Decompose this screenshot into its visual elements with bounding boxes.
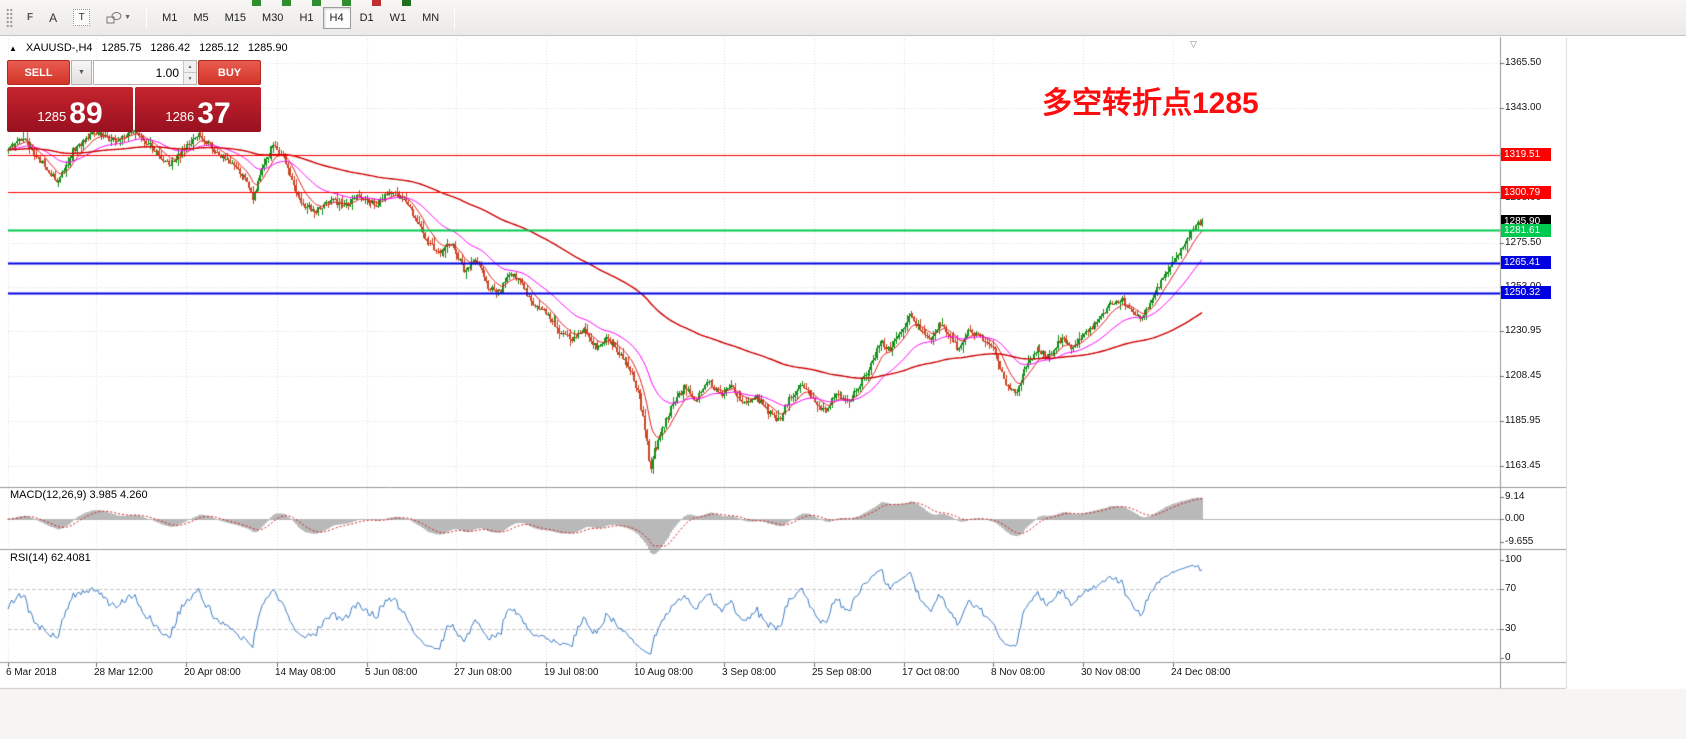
timeframe-m15[interactable]: M15 xyxy=(218,7,253,29)
buy-price-button[interactable]: 1286 37 xyxy=(135,87,261,132)
toolbar: F A T ▼ M1 M5 M15 M30 H1 H4 D1 W1 MN xyxy=(0,0,1686,36)
sell-price-pips: 89 xyxy=(69,97,103,130)
timeframe-buttons: M1 M5 M15 M30 H1 H4 D1 W1 MN xyxy=(154,6,447,29)
stepper-up-icon[interactable]: ▲ xyxy=(184,61,196,72)
timeframe-d1[interactable]: D1 xyxy=(353,7,381,29)
one-click-trading-panel: SELL ▼ ▲ ▼ BUY 1285 89 1286 37 xyxy=(7,60,261,132)
chart-header: ▲ XAUUSD-,H4 1285.75 1286.42 1285.12 128… xyxy=(9,42,288,54)
rsi-axis-label: 0 xyxy=(1505,652,1511,663)
rsi-axis-label: 100 xyxy=(1505,554,1522,565)
cropped-icon-stub xyxy=(282,0,291,6)
rsi-axis-label: 30 xyxy=(1505,622,1517,634)
time-axis-label: 28 Mar 12:00 xyxy=(94,667,153,678)
timeframe-w1[interactable]: W1 xyxy=(383,7,414,29)
cropped-icon-stub xyxy=(372,0,381,6)
lot-size-field: ▲ ▼ xyxy=(93,60,197,85)
f-icon[interactable]: F xyxy=(27,12,34,23)
time-axis-label: 10 Aug 08:00 xyxy=(634,667,693,678)
buy-button[interactable]: BUY xyxy=(198,60,261,85)
level-price-badge: 1265.41 xyxy=(1501,256,1551,270)
rsi-indicator-label: RSI(14) 62.4081 xyxy=(10,552,91,564)
shapes-dropdown-icon[interactable]: ▼ xyxy=(106,11,131,25)
trade-panel-controls: SELL ▼ ▲ ▼ BUY xyxy=(7,60,261,85)
ohlc-high: 1286.42 xyxy=(150,42,191,54)
price-tick-label: 1275.50 xyxy=(1505,236,1542,248)
timeframe-h4[interactable]: H4 xyxy=(322,6,351,29)
timeframe-h1[interactable]: H1 xyxy=(292,7,320,29)
shapes-glyph xyxy=(106,11,122,23)
time-axis-label: 5 Jun 08:00 xyxy=(365,667,418,678)
cropped-toolbar-icons xyxy=(252,0,411,6)
time-axis-label: 3 Sep 08:00 xyxy=(722,667,776,678)
ohlc-low: 1285.12 xyxy=(199,42,239,54)
text-tool-icon[interactable]: T xyxy=(73,9,91,26)
buy-price-major: 1286 xyxy=(165,109,195,124)
cropped-icon-stub xyxy=(342,0,351,6)
time-axis-label: 30 Nov 08:00 xyxy=(1081,667,1141,678)
price-tick-label: 1208.45 xyxy=(1505,370,1542,382)
symbol-label: XAUUSD-,H4 xyxy=(25,42,93,54)
time-axis-label: 8 Nov 08:00 xyxy=(991,667,1045,678)
toolbar-separator xyxy=(146,6,148,29)
buy-price-pips: 37 xyxy=(197,97,231,130)
chart-shift-marker-icon[interactable]: ▽ xyxy=(1190,39,1197,49)
cropped-icon-stub xyxy=(402,0,411,6)
price-tick-label: 1163.45 xyxy=(1505,460,1541,471)
sell-price-button[interactable]: 1285 89 xyxy=(7,87,133,132)
timeframe-m30[interactable]: M30 xyxy=(255,7,290,29)
price-tick-label: 1343.00 xyxy=(1505,101,1542,113)
macd-axis-label: -9.655 xyxy=(1505,536,1534,548)
cropped-icon-stub xyxy=(312,0,321,6)
macd-indicator-label: MACD(12,26,9) 3.985 4.260 xyxy=(10,489,148,501)
chevron-down-icon: ▼ xyxy=(124,14,132,21)
ohlc-open: 1285.75 xyxy=(101,42,142,54)
time-axis-label: 20 Apr 08:00 xyxy=(184,667,241,678)
symbol-marker-icon: ▲ xyxy=(9,43,17,53)
macd-axis-label: 0.00 xyxy=(1505,513,1525,524)
timeframe-m1[interactable]: M1 xyxy=(155,7,184,29)
time-axis-label: 27 Jun 08:00 xyxy=(454,667,512,678)
time-axis-label: 25 Sep 08:00 xyxy=(812,667,872,678)
stepper-down-icon[interactable]: ▼ xyxy=(184,72,196,84)
price-tick-label: 1365.50 xyxy=(1505,57,1542,68)
price-tick-label: 1230.95 xyxy=(1505,325,1542,337)
timeframe-mn[interactable]: MN xyxy=(415,7,446,29)
lot-size-input[interactable] xyxy=(94,61,196,84)
lot-dropdown-button[interactable]: ▼ xyxy=(71,60,92,85)
level-price-badge: 1281.61 xyxy=(1501,223,1551,237)
toolbar-separator xyxy=(454,6,456,29)
level-price-badge: 1319.51 xyxy=(1501,148,1551,162)
chevron-down-icon: ▼ xyxy=(78,69,85,76)
trade-panel-prices: 1285 89 1286 37 xyxy=(7,87,261,132)
time-axis-label: 6 Mar 2018 xyxy=(6,667,57,678)
sell-price-major: 1285 xyxy=(37,109,67,124)
timeframe-m5[interactable]: M5 xyxy=(186,7,215,29)
text-label-icon[interactable]: A xyxy=(49,10,58,25)
sell-button[interactable]: SELL xyxy=(7,60,70,85)
time-axis-label: 14 May 08:00 xyxy=(275,667,336,678)
price-tick-label: 1185.95 xyxy=(1505,415,1541,427)
ohlc-close: 1285.90 xyxy=(247,42,288,54)
cropped-icon-stub xyxy=(252,0,261,6)
time-axis-label: 17 Oct 08:00 xyxy=(902,667,960,678)
macd-axis-label: 9.14 xyxy=(1505,491,1525,503)
time-axis-label: 19 Jul 08:00 xyxy=(544,667,599,678)
level-price-badge: 1250.32 xyxy=(1501,286,1551,300)
rsi-axis-label: 70 xyxy=(1505,583,1517,595)
chart-annotation: 多空转折点1285 xyxy=(1042,87,1259,120)
toolbar-drag-handle-icon[interactable] xyxy=(6,7,13,28)
lot-stepper: ▲ ▼ xyxy=(183,61,196,84)
level-price-badge: 1300.79 xyxy=(1501,185,1551,199)
time-axis-label: 24 Dec 08:00 xyxy=(1171,667,1231,678)
